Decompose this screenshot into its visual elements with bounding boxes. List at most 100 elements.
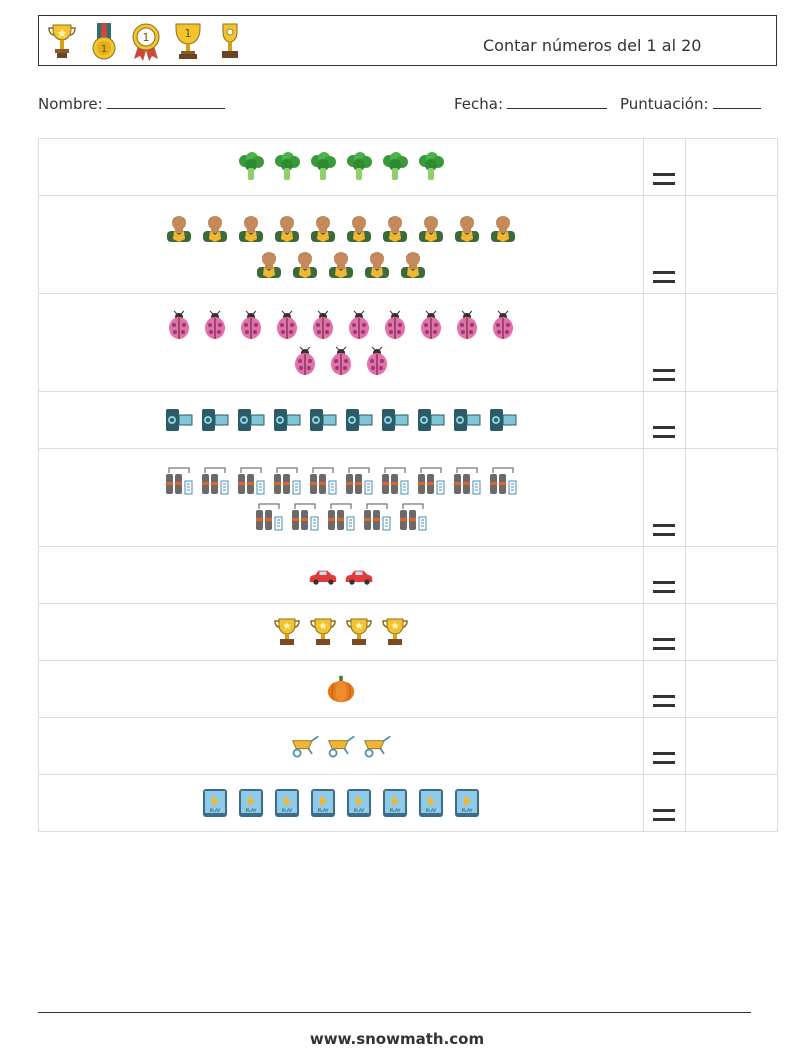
table-row	[38, 546, 779, 604]
person-icon	[254, 248, 284, 278]
play-tablet-icon: PLAY	[200, 788, 230, 818]
answer-box[interactable]	[684, 138, 779, 196]
ladybug-icon	[290, 346, 320, 376]
play-tablet-icon: PLAY	[416, 788, 446, 818]
table-row	[38, 195, 779, 294]
person-icon	[272, 212, 302, 242]
ladybug-icon	[272, 310, 302, 340]
table-row	[38, 717, 779, 775]
wheelbarrow-icon	[362, 731, 392, 761]
answer-box[interactable]	[684, 774, 779, 832]
score-label: Puntuación:	[620, 95, 709, 113]
answer-box[interactable]	[684, 195, 779, 294]
trophy-icon	[380, 617, 410, 647]
table-row	[38, 138, 779, 196]
pumpkin-icon	[326, 674, 356, 704]
person-icon	[308, 212, 338, 242]
gas-cylinders-icon	[236, 465, 266, 495]
gas-cylinders-icon	[344, 465, 374, 495]
name-label: Nombre:	[38, 95, 103, 113]
gas-cylinders-icon	[452, 465, 482, 495]
gas-cylinders-icon	[326, 501, 356, 531]
picture-cell: PLAY PLAY PLAY PLAY PLAY PLAY PLAY PLAY	[38, 774, 644, 832]
equals-cell	[642, 546, 686, 604]
trophy-small-icon	[222, 23, 238, 58]
camcorder-icon	[344, 405, 374, 435]
trophy-cup-icon	[48, 24, 76, 58]
person-icon	[236, 212, 266, 242]
ladybug-icon	[416, 310, 446, 340]
ladybug-icon	[344, 310, 374, 340]
answer-box[interactable]	[684, 603, 779, 661]
camcorder-icon	[200, 405, 230, 435]
header-icons: 1 1 1	[47, 20, 245, 64]
car-icon	[308, 560, 338, 590]
date-field[interactable]: Fecha:	[454, 94, 608, 113]
equals-cell	[642, 138, 686, 196]
camcorder-icon	[452, 405, 482, 435]
broccoli-icon	[236, 152, 266, 182]
equals-sign-icon	[653, 269, 676, 283]
play-tablet-icon: PLAY	[380, 788, 410, 818]
broccoli-icon	[416, 152, 446, 182]
worksheet-title: Contar números del 1 al 20	[483, 36, 702, 55]
gas-cylinders-icon	[290, 501, 320, 531]
broccoli-icon	[344, 152, 374, 182]
score-field[interactable]: Puntuación:	[620, 94, 761, 113]
play-tablet-icon: PLAY	[272, 788, 302, 818]
score-blank[interactable]	[712, 94, 761, 109]
ladybug-icon	[452, 310, 482, 340]
equals-cell	[642, 717, 686, 775]
camcorder-icon	[272, 405, 302, 435]
person-icon	[164, 212, 194, 242]
answer-box[interactable]	[684, 546, 779, 604]
car-icon	[344, 560, 374, 590]
equals-sign-icon	[653, 807, 676, 821]
rosette-award-icon: 1	[132, 23, 160, 61]
name-blank[interactable]	[106, 94, 225, 109]
answer-box[interactable]	[684, 717, 779, 775]
footer-divider	[38, 1012, 751, 1013]
name-field[interactable]: Nombre:	[38, 94, 225, 113]
ladybug-icon	[200, 310, 230, 340]
trophy-icon	[344, 617, 374, 647]
picture-cell	[38, 603, 644, 661]
equals-cell	[642, 774, 686, 832]
svg-text:PLAY: PLAY	[210, 808, 221, 814]
svg-text:PLAY: PLAY	[390, 808, 401, 814]
ladybug-icon	[236, 310, 266, 340]
gas-cylinders-icon	[362, 501, 392, 531]
trophy-one-icon: 1	[175, 23, 201, 59]
gas-cylinders-icon	[398, 501, 428, 531]
trophy-icon	[308, 617, 338, 647]
picture-cell	[38, 660, 644, 718]
answer-box[interactable]	[684, 293, 779, 392]
person-icon	[398, 248, 428, 278]
person-icon	[380, 212, 410, 242]
table-row	[38, 293, 779, 392]
answer-box[interactable]	[684, 448, 779, 547]
gas-cylinders-icon	[308, 465, 338, 495]
equals-sign-icon	[653, 367, 676, 381]
date-blank[interactable]	[507, 94, 608, 109]
svg-text:PLAY: PLAY	[318, 808, 329, 814]
answer-box[interactable]	[684, 391, 779, 449]
picture-cell	[38, 195, 644, 294]
equals-cell	[642, 293, 686, 392]
equals-sign-icon	[653, 750, 676, 764]
svg-text:PLAY: PLAY	[354, 808, 365, 814]
equals-cell	[642, 391, 686, 449]
broccoli-icon	[380, 152, 410, 182]
gas-cylinders-icon	[416, 465, 446, 495]
camcorder-icon	[488, 405, 518, 435]
answer-box[interactable]	[684, 660, 779, 718]
ladybug-icon	[326, 346, 356, 376]
picture-cell	[38, 391, 644, 449]
picture-cell	[38, 448, 644, 547]
person-icon	[416, 212, 446, 242]
ladybug-icon	[380, 310, 410, 340]
person-icon	[452, 212, 482, 242]
camcorder-icon	[308, 405, 338, 435]
ladybug-icon	[362, 346, 392, 376]
play-tablet-icon: PLAY	[236, 788, 266, 818]
